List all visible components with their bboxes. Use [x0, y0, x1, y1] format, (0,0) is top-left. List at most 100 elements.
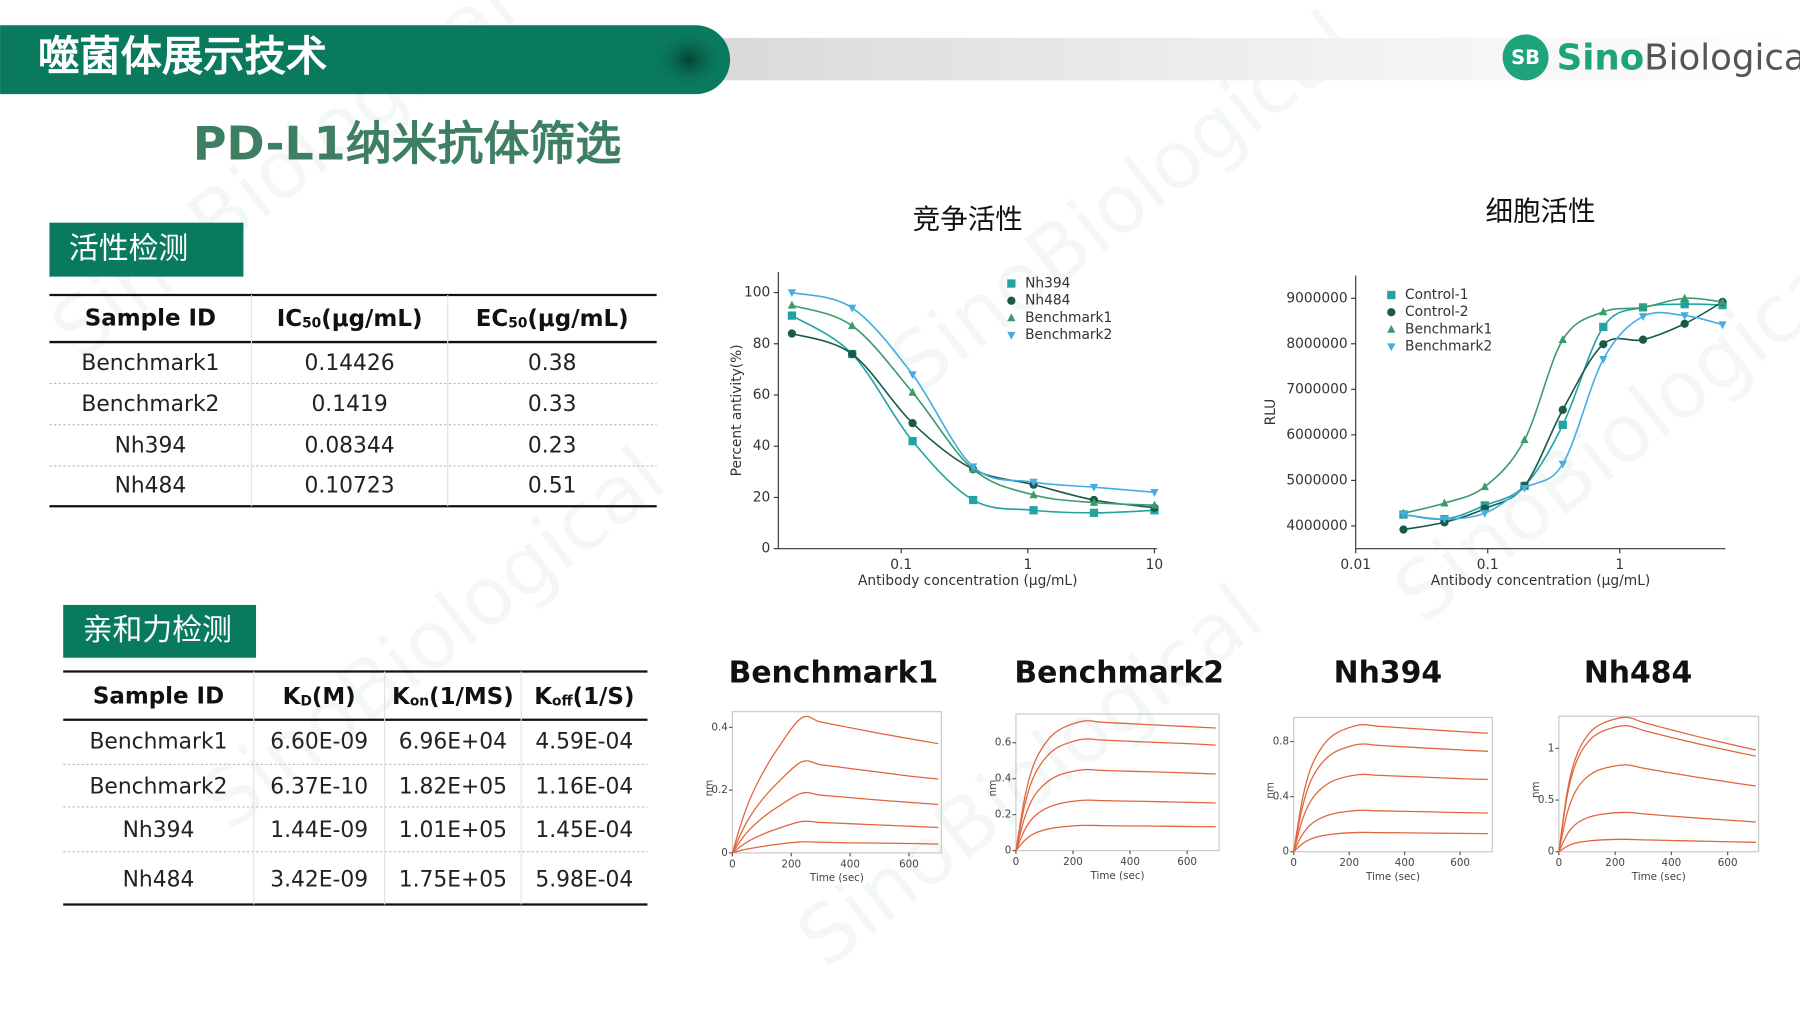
sensorgram-curve — [731, 715, 939, 854]
legend-label: Benchmark2 — [1405, 339, 1492, 355]
sensorgram-curve — [731, 760, 939, 854]
marker — [1718, 321, 1727, 330]
sensorgram-curve — [732, 841, 939, 854]
y-axis-label: RLU — [1263, 399, 1279, 426]
marker — [1599, 322, 1608, 332]
marker — [1558, 420, 1567, 429]
header-glow — [652, 29, 726, 90]
header-base: K — [283, 683, 302, 709]
marker — [1638, 302, 1648, 311]
marker — [1029, 506, 1038, 515]
fit-curve — [1403, 297, 1723, 514]
y-tick-label: 0 — [721, 847, 728, 859]
table-cell: Benchmark1 — [81, 351, 219, 376]
header-base: IC — [277, 306, 302, 332]
marker — [1089, 483, 1099, 492]
marker — [1599, 355, 1608, 364]
y-tick-label: 0.4 — [1273, 791, 1289, 803]
sensorgram-curve — [1293, 809, 1488, 853]
marker — [1558, 460, 1567, 469]
y-tick-label: 0.2 — [711, 784, 727, 796]
marker — [1007, 313, 1016, 322]
table-cell: 5.98E-04 — [535, 867, 633, 892]
y-tick-label: 8000000 — [1286, 336, 1347, 352]
header-sub: 50 — [508, 316, 527, 332]
fit-curve — [1403, 311, 1723, 520]
y-axis-label: nm — [703, 780, 715, 797]
table-cell: 3.42E-09 — [270, 867, 368, 892]
x-tick-label: 600 — [1718, 857, 1738, 869]
plot-frame — [1293, 716, 1493, 853]
y-tick-label: 0.2 — [995, 809, 1011, 821]
table-cell: 0.23 — [528, 434, 577, 459]
sensorgram-curve — [1558, 716, 1756, 852]
table-header: IC50(μg/mL) — [277, 306, 423, 332]
y-tick-label: 0 — [1005, 845, 1012, 857]
plot-frame — [1558, 715, 1760, 853]
marker — [1150, 489, 1159, 497]
header-sub: D — [300, 693, 311, 709]
x-tick-label: 1 — [1023, 557, 1032, 573]
y-tick-label: 6000000 — [1286, 427, 1347, 443]
table-header: KD(M) — [283, 683, 356, 709]
sensorgram-curve — [1558, 838, 1756, 853]
x-axis-label: Time (sec) — [809, 872, 864, 884]
marker — [908, 371, 917, 380]
header-rest: (μg/mL) — [321, 306, 422, 332]
marker — [1680, 312, 1689, 321]
marker — [908, 387, 917, 396]
sensorgram-curve — [1015, 738, 1216, 851]
table-cell: Benchmark2 — [89, 774, 227, 799]
marker — [969, 463, 978, 472]
marker — [848, 321, 857, 330]
page-title: PD-L1纳米抗体筛选 — [193, 116, 621, 170]
sensorgram-curve — [731, 791, 939, 854]
table-cell: 0.33 — [528, 392, 577, 417]
marker — [1480, 482, 1489, 491]
header-rest: (M) — [312, 683, 356, 709]
header-rest: (1/S) — [573, 683, 635, 709]
marker — [1007, 279, 1016, 288]
sensorgram-curve — [1558, 764, 1756, 852]
marker — [1089, 498, 1099, 506]
plot-frame — [731, 711, 942, 854]
x-tick-label: 200 — [1063, 856, 1083, 868]
marker — [1680, 300, 1689, 309]
marker — [787, 311, 797, 320]
table-cell: 1.75E+05 — [399, 867, 507, 892]
y-tick-label: 0 — [1283, 846, 1290, 858]
sensorgram-title: Benchmark1 — [729, 655, 939, 690]
marker — [1387, 324, 1396, 333]
table-cell: 6.60E-09 — [270, 730, 368, 755]
chart-title: 竞争活性 — [913, 203, 1023, 235]
table-header: Koff(1/S) — [534, 683, 634, 709]
header-base: K — [392, 683, 411, 709]
header-base: K — [534, 683, 553, 709]
y-tick-label: 9000000 — [1286, 290, 1347, 306]
sensorgram-curve — [1558, 811, 1756, 852]
table-cell: 0.38 — [528, 351, 577, 376]
sensorgram-curve — [1015, 720, 1216, 851]
table-cell: 4.59E-04 — [535, 730, 633, 755]
table-cell: 0.08344 — [305, 434, 395, 459]
marker — [1387, 290, 1396, 300]
marker — [908, 419, 917, 428]
y-tick-label: 1 — [1548, 742, 1555, 754]
section-label: 活性检测 — [69, 232, 188, 267]
x-tick-label: 0.01 — [1340, 557, 1371, 573]
x-tick-label: 200 — [781, 858, 801, 870]
sensorgram-curve — [1558, 724, 1756, 852]
y-tick-label: 4000000 — [1286, 518, 1347, 534]
chart-title: 细胞活性 — [1485, 195, 1595, 227]
y-axis-label: nm — [987, 780, 999, 797]
x-tick-label: 10 — [1146, 557, 1164, 573]
legend-label: Control-1 — [1405, 287, 1469, 303]
marker — [1387, 308, 1396, 317]
legend-label: Control-2 — [1405, 304, 1469, 320]
marker — [1638, 313, 1648, 322]
y-tick-label: 5000000 — [1286, 472, 1347, 488]
y-axis-label: Percent antivity(%) — [729, 344, 745, 476]
marker — [1089, 508, 1099, 517]
table-cell: Nh484 — [115, 474, 187, 499]
